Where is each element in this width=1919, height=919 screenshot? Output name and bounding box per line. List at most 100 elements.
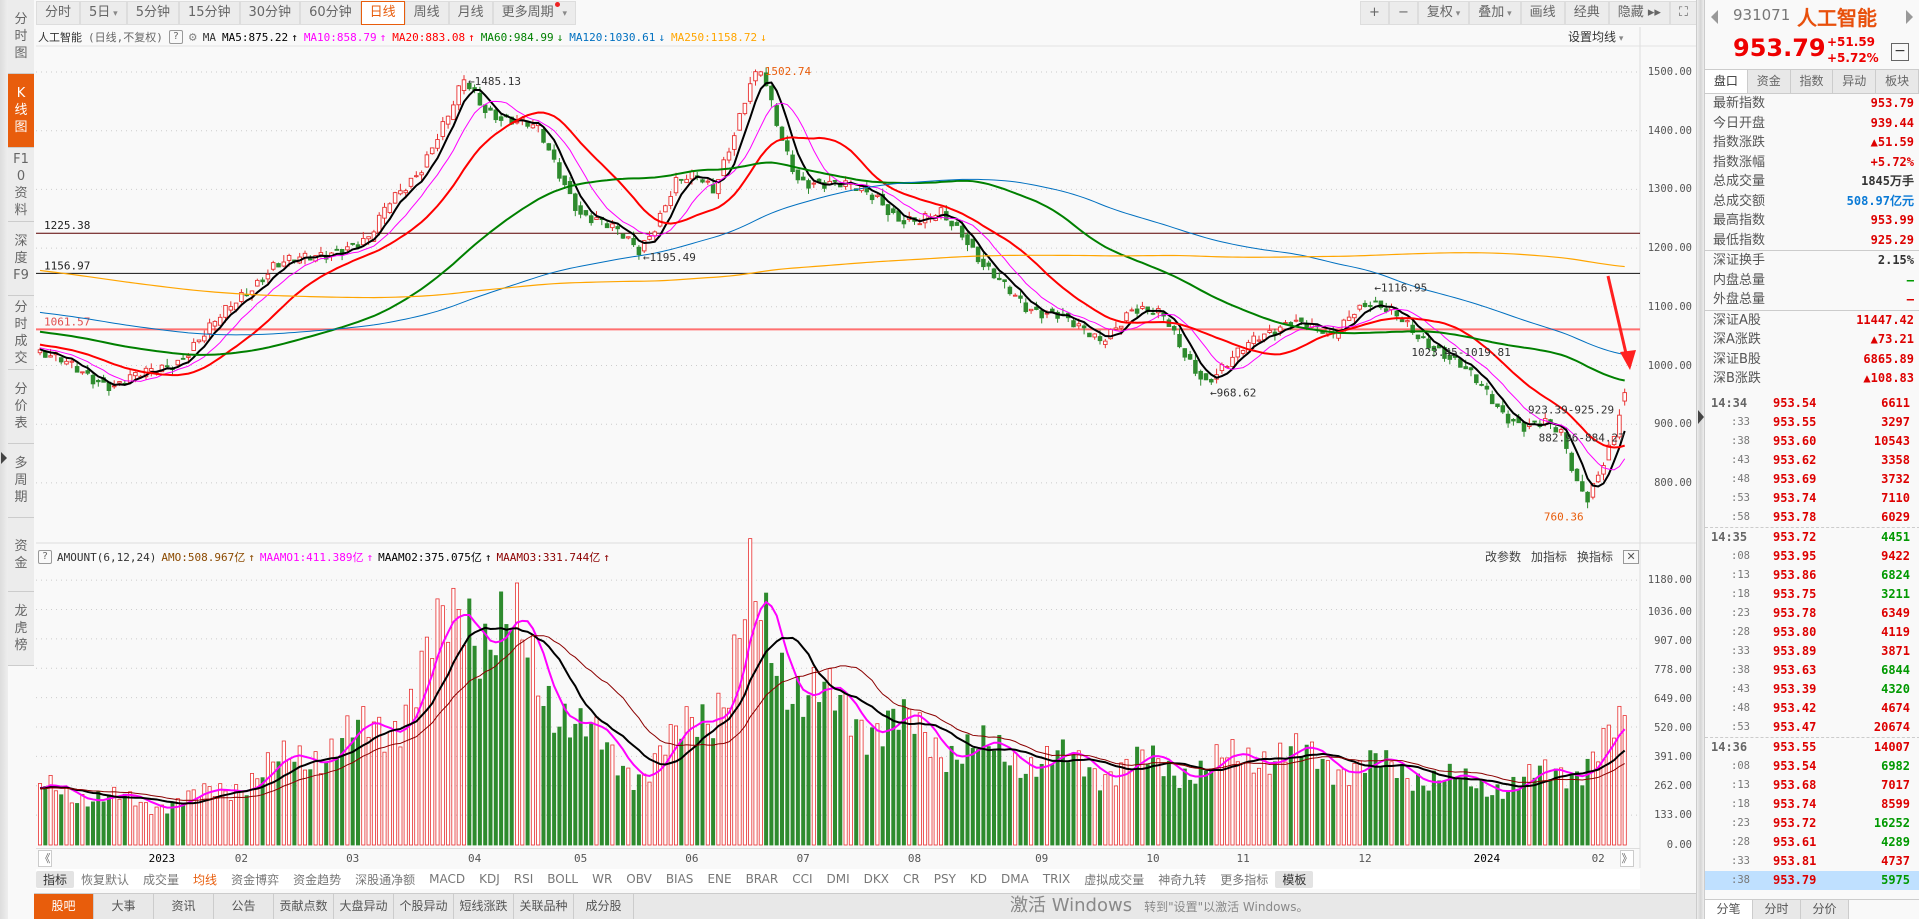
help-button[interactable]: ? bbox=[38, 550, 52, 564]
quote-tab[interactable]: 盘口 bbox=[1705, 70, 1748, 93]
period-tab[interactable]: 60分钟 bbox=[300, 1, 361, 25]
bottom-tab[interactable]: 成分股 bbox=[574, 894, 634, 919]
bottom-tab[interactable]: 短线涨跌 bbox=[454, 894, 514, 919]
add-indicator-button[interactable]: 加指标 bbox=[1531, 550, 1568, 564]
period-tab[interactable]: 日线 bbox=[360, 1, 405, 25]
period-tab[interactable]: 月线 bbox=[448, 1, 493, 25]
amount-bar bbox=[515, 582, 520, 846]
scroll-right-button[interactable]: 》 bbox=[1620, 850, 1634, 867]
amount-bar bbox=[552, 732, 557, 846]
panel-splitter[interactable] bbox=[1696, 0, 1704, 919]
indicator-tab[interactable]: 模板 bbox=[1275, 870, 1314, 888]
bottom-tab[interactable]: 贡献点数 bbox=[274, 894, 334, 919]
indicator-tab[interactable]: DKX bbox=[863, 872, 889, 886]
quote-tab[interactable]: 异动 bbox=[1833, 70, 1877, 93]
quote-tab[interactable]: 资金 bbox=[1747, 70, 1791, 93]
period-tab[interactable]: 5分钟 bbox=[126, 1, 179, 25]
sidebar-tab-3[interactable]: 深度F9 bbox=[8, 222, 34, 296]
minimize-button[interactable]: − bbox=[1891, 43, 1909, 61]
sidebar-tab-2[interactable]: F10资料 bbox=[8, 148, 34, 222]
indicator-tab[interactable]: DMI bbox=[826, 872, 850, 886]
tool-button[interactable]: 复权 bbox=[1417, 1, 1470, 25]
indicator-tab[interactable]: 深股通净额 bbox=[355, 872, 416, 887]
sidebar-tab-8[interactable]: 龙虎榜 bbox=[8, 592, 34, 666]
tool-button[interactable]: 画线 bbox=[1520, 1, 1565, 25]
switch-indicator-button[interactable]: 换指标 bbox=[1577, 550, 1614, 564]
indicator-tab[interactable]: 虚拟成交量 bbox=[1084, 872, 1145, 887]
indicator-tab[interactable]: KD bbox=[969, 872, 988, 886]
bottom-tab[interactable]: 个股异动 bbox=[394, 894, 454, 919]
tick-volume: 4320 bbox=[1881, 682, 1910, 696]
period-tab[interactable]: 周线 bbox=[404, 1, 449, 25]
quote-tab[interactable]: 板块 bbox=[1876, 70, 1919, 93]
indicator-tab[interactable]: RSI bbox=[513, 872, 534, 886]
period-tab[interactable]: 分时 bbox=[36, 1, 81, 25]
tick-tab[interactable]: 分价 bbox=[1801, 900, 1849, 919]
scroll-left-button[interactable]: 《 bbox=[38, 850, 52, 867]
sidebar-tab-7[interactable]: 资金 bbox=[8, 518, 34, 592]
indicator-tab[interactable]: MACD bbox=[429, 872, 466, 886]
last-price: 953.79 bbox=[1733, 34, 1826, 62]
indicator-tab[interactable]: BOLL bbox=[547, 872, 579, 886]
quote-tab[interactable]: 指数 bbox=[1790, 70, 1834, 93]
tick-time: :38 bbox=[1731, 664, 1750, 676]
indicator-tab[interactable]: BIAS bbox=[665, 872, 694, 886]
sidebar-tab-1[interactable]: K线图 bbox=[8, 74, 34, 148]
period-more-dropdown[interactable]: 更多周期 bbox=[492, 1, 577, 25]
bottom-tab[interactable]: 关联品种 bbox=[514, 894, 574, 919]
next-stock-icon[interactable] bbox=[1906, 10, 1913, 24]
bottom-tab[interactable]: 大盘异动 bbox=[334, 894, 394, 919]
period-tab[interactable]: 30分钟 bbox=[239, 1, 301, 25]
candle-body bbox=[111, 385, 117, 388]
indicator-tab[interactable]: 指标 bbox=[36, 870, 75, 888]
bottom-tab[interactable]: 资讯 bbox=[154, 894, 214, 919]
set-ma-dropdown[interactable]: 设置均线 bbox=[1568, 28, 1623, 45]
collapse-arrow-icon[interactable] bbox=[1698, 410, 1704, 424]
indicator-tab[interactable]: OBV bbox=[626, 872, 652, 886]
indicator-tab[interactable]: 资金趋势 bbox=[293, 872, 342, 887]
tool-button[interactable]: 经典 bbox=[1564, 1, 1609, 25]
indicator-tab[interactable]: 更多指标 bbox=[1220, 872, 1269, 887]
indicator-tab[interactable]: 资金博弈 bbox=[231, 872, 280, 887]
left-collapse-strip[interactable] bbox=[0, 0, 8, 919]
sidebar-tab-0[interactable]: 分时图 bbox=[8, 0, 34, 74]
amount-bar bbox=[976, 749, 981, 846]
indicator-tab[interactable]: 成交量 bbox=[143, 872, 180, 887]
indicator-tab[interactable]: ENE bbox=[707, 872, 732, 886]
indicator-tab[interactable]: BRAR bbox=[745, 872, 779, 886]
period-tab[interactable]: 15分钟 bbox=[178, 1, 240, 25]
tick-tab[interactable]: 分时 bbox=[1753, 900, 1801, 919]
period-tab[interactable]: 5日 bbox=[80, 1, 127, 25]
expand-arrow-icon[interactable] bbox=[1, 452, 7, 464]
indicator-tab[interactable]: 神奇九转 bbox=[1158, 872, 1207, 887]
tick-row: 14:34 953.54 6611 bbox=[1705, 394, 1919, 413]
indicator-tab[interactable]: CR bbox=[903, 872, 920, 886]
indicator-tab[interactable]: DMA bbox=[1001, 872, 1029, 886]
indicator-tab[interactable]: TRIX bbox=[1042, 872, 1071, 886]
bottom-tab[interactable]: 股吧 bbox=[34, 894, 94, 919]
tick-tab[interactable]: 分笔 bbox=[1705, 900, 1753, 919]
help-button[interactable]: ? bbox=[168, 30, 183, 44]
indicator-tab[interactable]: WR bbox=[592, 872, 613, 886]
close-indicator-button[interactable]: ✕ bbox=[1623, 549, 1640, 564]
amount-bar bbox=[377, 716, 382, 846]
tool-button[interactable]: + bbox=[1360, 1, 1389, 25]
sidebar-tab-6[interactable]: 多周期 bbox=[8, 444, 34, 518]
edit-params-button[interactable]: 改参数 bbox=[1485, 550, 1522, 564]
indicator-tab[interactable]: PSY bbox=[933, 872, 956, 886]
tool-button[interactable]: 叠加 bbox=[1469, 1, 1521, 25]
indicator-tab[interactable]: CCI bbox=[792, 872, 813, 886]
indicator-tab[interactable]: KDJ bbox=[479, 872, 500, 886]
indicator-tab[interactable]: 恢复默认 bbox=[81, 872, 130, 887]
indicator-tab[interactable]: 均线 bbox=[193, 872, 218, 887]
settings-gear-icon[interactable]: ⚙ bbox=[188, 29, 197, 45]
tool-button[interactable]: − bbox=[1388, 1, 1418, 25]
candle-body bbox=[652, 231, 658, 237]
sidebar-tab-5[interactable]: 分价表 bbox=[8, 370, 34, 444]
bottom-tab[interactable]: 大事 bbox=[94, 894, 154, 919]
sidebar-tab-4[interactable]: 分时成交 bbox=[8, 296, 34, 370]
bottom-tab[interactable]: 公告 bbox=[214, 894, 274, 919]
prev-stock-icon[interactable] bbox=[1711, 10, 1718, 24]
tool-button[interactable]: 隐藏 ▸▸ bbox=[1608, 1, 1670, 25]
